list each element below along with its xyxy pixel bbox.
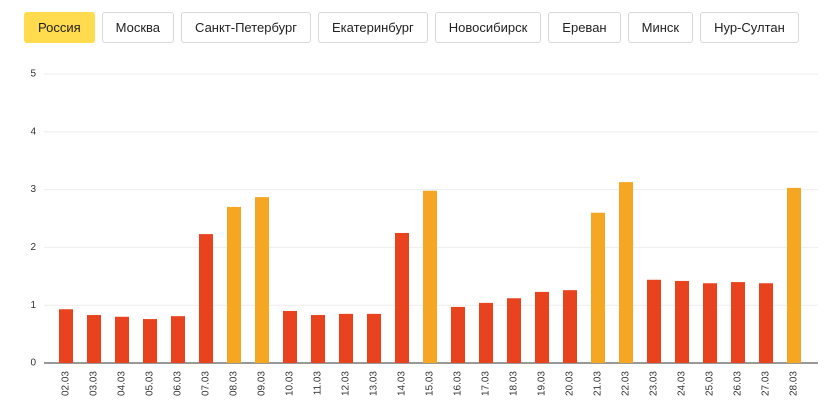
bar (619, 182, 633, 363)
x-tick-label: 09.03 (257, 371, 268, 396)
bar (675, 280, 689, 363)
x-tick-label: 26.03 (733, 371, 744, 396)
bar (787, 187, 801, 363)
bar (395, 232, 409, 363)
y-tick-label: 0 (30, 358, 36, 369)
y-tick-label: 4 (30, 126, 36, 137)
x-tick-label: 19.03 (537, 371, 548, 396)
city-tab[interactable]: Екатеринбург (318, 12, 428, 43)
x-tick-label: 23.03 (649, 371, 660, 396)
bar (115, 316, 129, 363)
city-tab[interactable]: Россия (24, 12, 95, 43)
city-tab[interactable]: Санкт-Петербург (181, 12, 311, 43)
x-tick-label: 16.03 (453, 371, 464, 396)
x-tick-label: 11.03 (313, 371, 324, 396)
x-tick-label: 07.03 (201, 371, 212, 396)
y-tick-label: 1 (30, 300, 36, 311)
bar (759, 283, 773, 363)
bar (703, 283, 717, 363)
bar (591, 212, 605, 363)
x-tick-label: 14.03 (397, 371, 408, 396)
x-tick-label: 17.03 (481, 371, 492, 396)
bar (731, 282, 745, 363)
bar (647, 279, 661, 363)
bar (283, 310, 297, 363)
x-tick-label: 28.03 (789, 371, 800, 396)
y-tick-label: 2 (30, 242, 36, 253)
bar (507, 298, 521, 363)
x-tick-label: 08.03 (229, 371, 240, 396)
x-tick-label: 12.03 (341, 371, 352, 396)
bar (451, 306, 465, 363)
x-tick-label: 15.03 (425, 371, 436, 396)
x-tick-label: 02.03 (61, 371, 72, 396)
x-tick-label: 10.03 (285, 371, 296, 396)
city-tab[interactable]: Нур-Султан (700, 12, 799, 43)
bar (143, 319, 157, 363)
x-tick-label: 22.03 (621, 371, 632, 396)
x-tick-label: 20.03 (565, 371, 576, 396)
city-tab[interactable]: Минск (627, 12, 694, 43)
x-tick-label: 18.03 (509, 371, 520, 396)
x-tick-label: 05.03 (145, 371, 156, 396)
x-tick-label: 21.03 (593, 371, 604, 396)
x-tick-label: 25.03 (705, 371, 716, 396)
bar (311, 315, 325, 363)
bar (171, 316, 185, 363)
bar (59, 309, 73, 363)
bar (255, 197, 269, 363)
bar (423, 190, 437, 363)
x-tick-label: 04.03 (117, 371, 128, 396)
y-tick-label: 3 (30, 184, 36, 195)
city-tab[interactable]: Ереван (548, 12, 621, 43)
bar (479, 302, 493, 363)
x-tick-label: 24.03 (677, 371, 688, 396)
x-tick-label: 03.03 (89, 371, 100, 396)
bar (563, 290, 577, 363)
y-tick-label: 5 (30, 69, 36, 80)
x-tick-label: 27.03 (761, 371, 772, 396)
x-tick-label: 06.03 (173, 371, 184, 396)
bar (367, 313, 381, 363)
tab-bar: Россия Москва Санкт-Петербург Екатеринбург Н… (24, 12, 799, 43)
bar (199, 234, 213, 363)
bar (339, 313, 353, 363)
x-tick-label: 13.03 (369, 371, 380, 396)
bar (535, 291, 549, 363)
city-tab[interactable]: Москва (101, 12, 175, 43)
bar (87, 315, 101, 363)
bar (227, 206, 241, 363)
city-tab[interactable]: Новосибирск (434, 12, 542, 43)
